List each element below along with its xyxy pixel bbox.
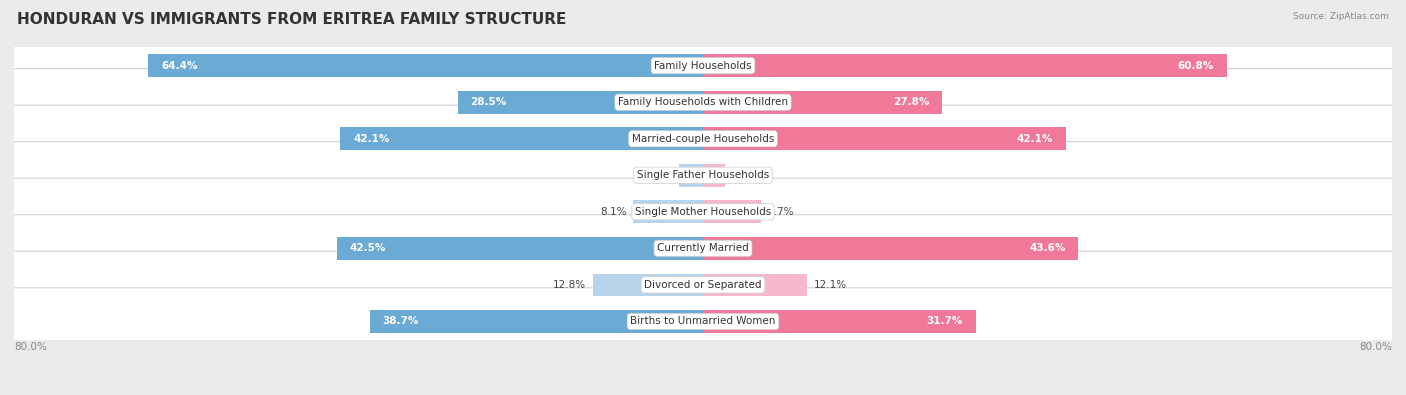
- Bar: [149, 55, 703, 77]
- Text: Births to Unmarried Women: Births to Unmarried Women: [630, 316, 776, 326]
- Text: Currently Married: Currently Married: [657, 243, 749, 253]
- Text: 80.0%: 80.0%: [14, 342, 46, 352]
- Text: 64.4%: 64.4%: [162, 61, 198, 71]
- FancyBboxPatch shape: [10, 32, 1396, 99]
- Bar: [703, 55, 1226, 77]
- Text: 42.1%: 42.1%: [353, 134, 389, 144]
- Bar: [703, 274, 807, 296]
- Bar: [703, 164, 724, 186]
- Bar: [703, 237, 1078, 260]
- FancyBboxPatch shape: [10, 251, 1396, 318]
- Text: 2.5%: 2.5%: [731, 170, 758, 180]
- Text: Married-couple Households: Married-couple Households: [631, 134, 775, 144]
- Bar: [457, 91, 703, 113]
- Text: Family Households: Family Households: [654, 61, 752, 71]
- Text: 43.6%: 43.6%: [1029, 243, 1066, 253]
- Text: Source: ZipAtlas.com: Source: ZipAtlas.com: [1294, 12, 1389, 21]
- Bar: [337, 237, 703, 260]
- Bar: [703, 128, 1066, 150]
- Text: 80.0%: 80.0%: [1360, 342, 1392, 352]
- Text: 12.8%: 12.8%: [553, 280, 586, 290]
- Bar: [340, 128, 703, 150]
- Legend: Honduran, Immigrants from Eritrea: Honduran, Immigrants from Eritrea: [569, 393, 837, 395]
- FancyBboxPatch shape: [10, 69, 1396, 136]
- Bar: [679, 164, 703, 186]
- FancyBboxPatch shape: [10, 142, 1396, 209]
- Text: Single Father Households: Single Father Households: [637, 170, 769, 180]
- Bar: [633, 201, 703, 223]
- FancyBboxPatch shape: [10, 215, 1396, 282]
- Text: 42.1%: 42.1%: [1017, 134, 1053, 144]
- FancyBboxPatch shape: [10, 178, 1396, 245]
- Text: Single Mother Households: Single Mother Households: [636, 207, 770, 217]
- Text: 8.1%: 8.1%: [600, 207, 626, 217]
- Text: Family Households with Children: Family Households with Children: [619, 97, 787, 107]
- FancyBboxPatch shape: [10, 288, 1396, 355]
- Text: 6.7%: 6.7%: [768, 207, 794, 217]
- Bar: [370, 310, 703, 333]
- Text: 27.8%: 27.8%: [893, 97, 929, 107]
- Text: Divorced or Separated: Divorced or Separated: [644, 280, 762, 290]
- Bar: [703, 201, 761, 223]
- Bar: [703, 310, 976, 333]
- Text: 12.1%: 12.1%: [814, 280, 848, 290]
- Text: HONDURAN VS IMMIGRANTS FROM ERITREA FAMILY STRUCTURE: HONDURAN VS IMMIGRANTS FROM ERITREA FAMI…: [17, 12, 567, 27]
- Text: 31.7%: 31.7%: [927, 316, 963, 326]
- FancyBboxPatch shape: [10, 105, 1396, 172]
- Text: 60.8%: 60.8%: [1177, 61, 1213, 71]
- Text: 2.8%: 2.8%: [645, 170, 672, 180]
- Bar: [593, 274, 703, 296]
- Text: 38.7%: 38.7%: [382, 316, 419, 326]
- Text: 28.5%: 28.5%: [471, 97, 506, 107]
- Bar: [703, 91, 942, 113]
- Text: 42.5%: 42.5%: [350, 243, 387, 253]
